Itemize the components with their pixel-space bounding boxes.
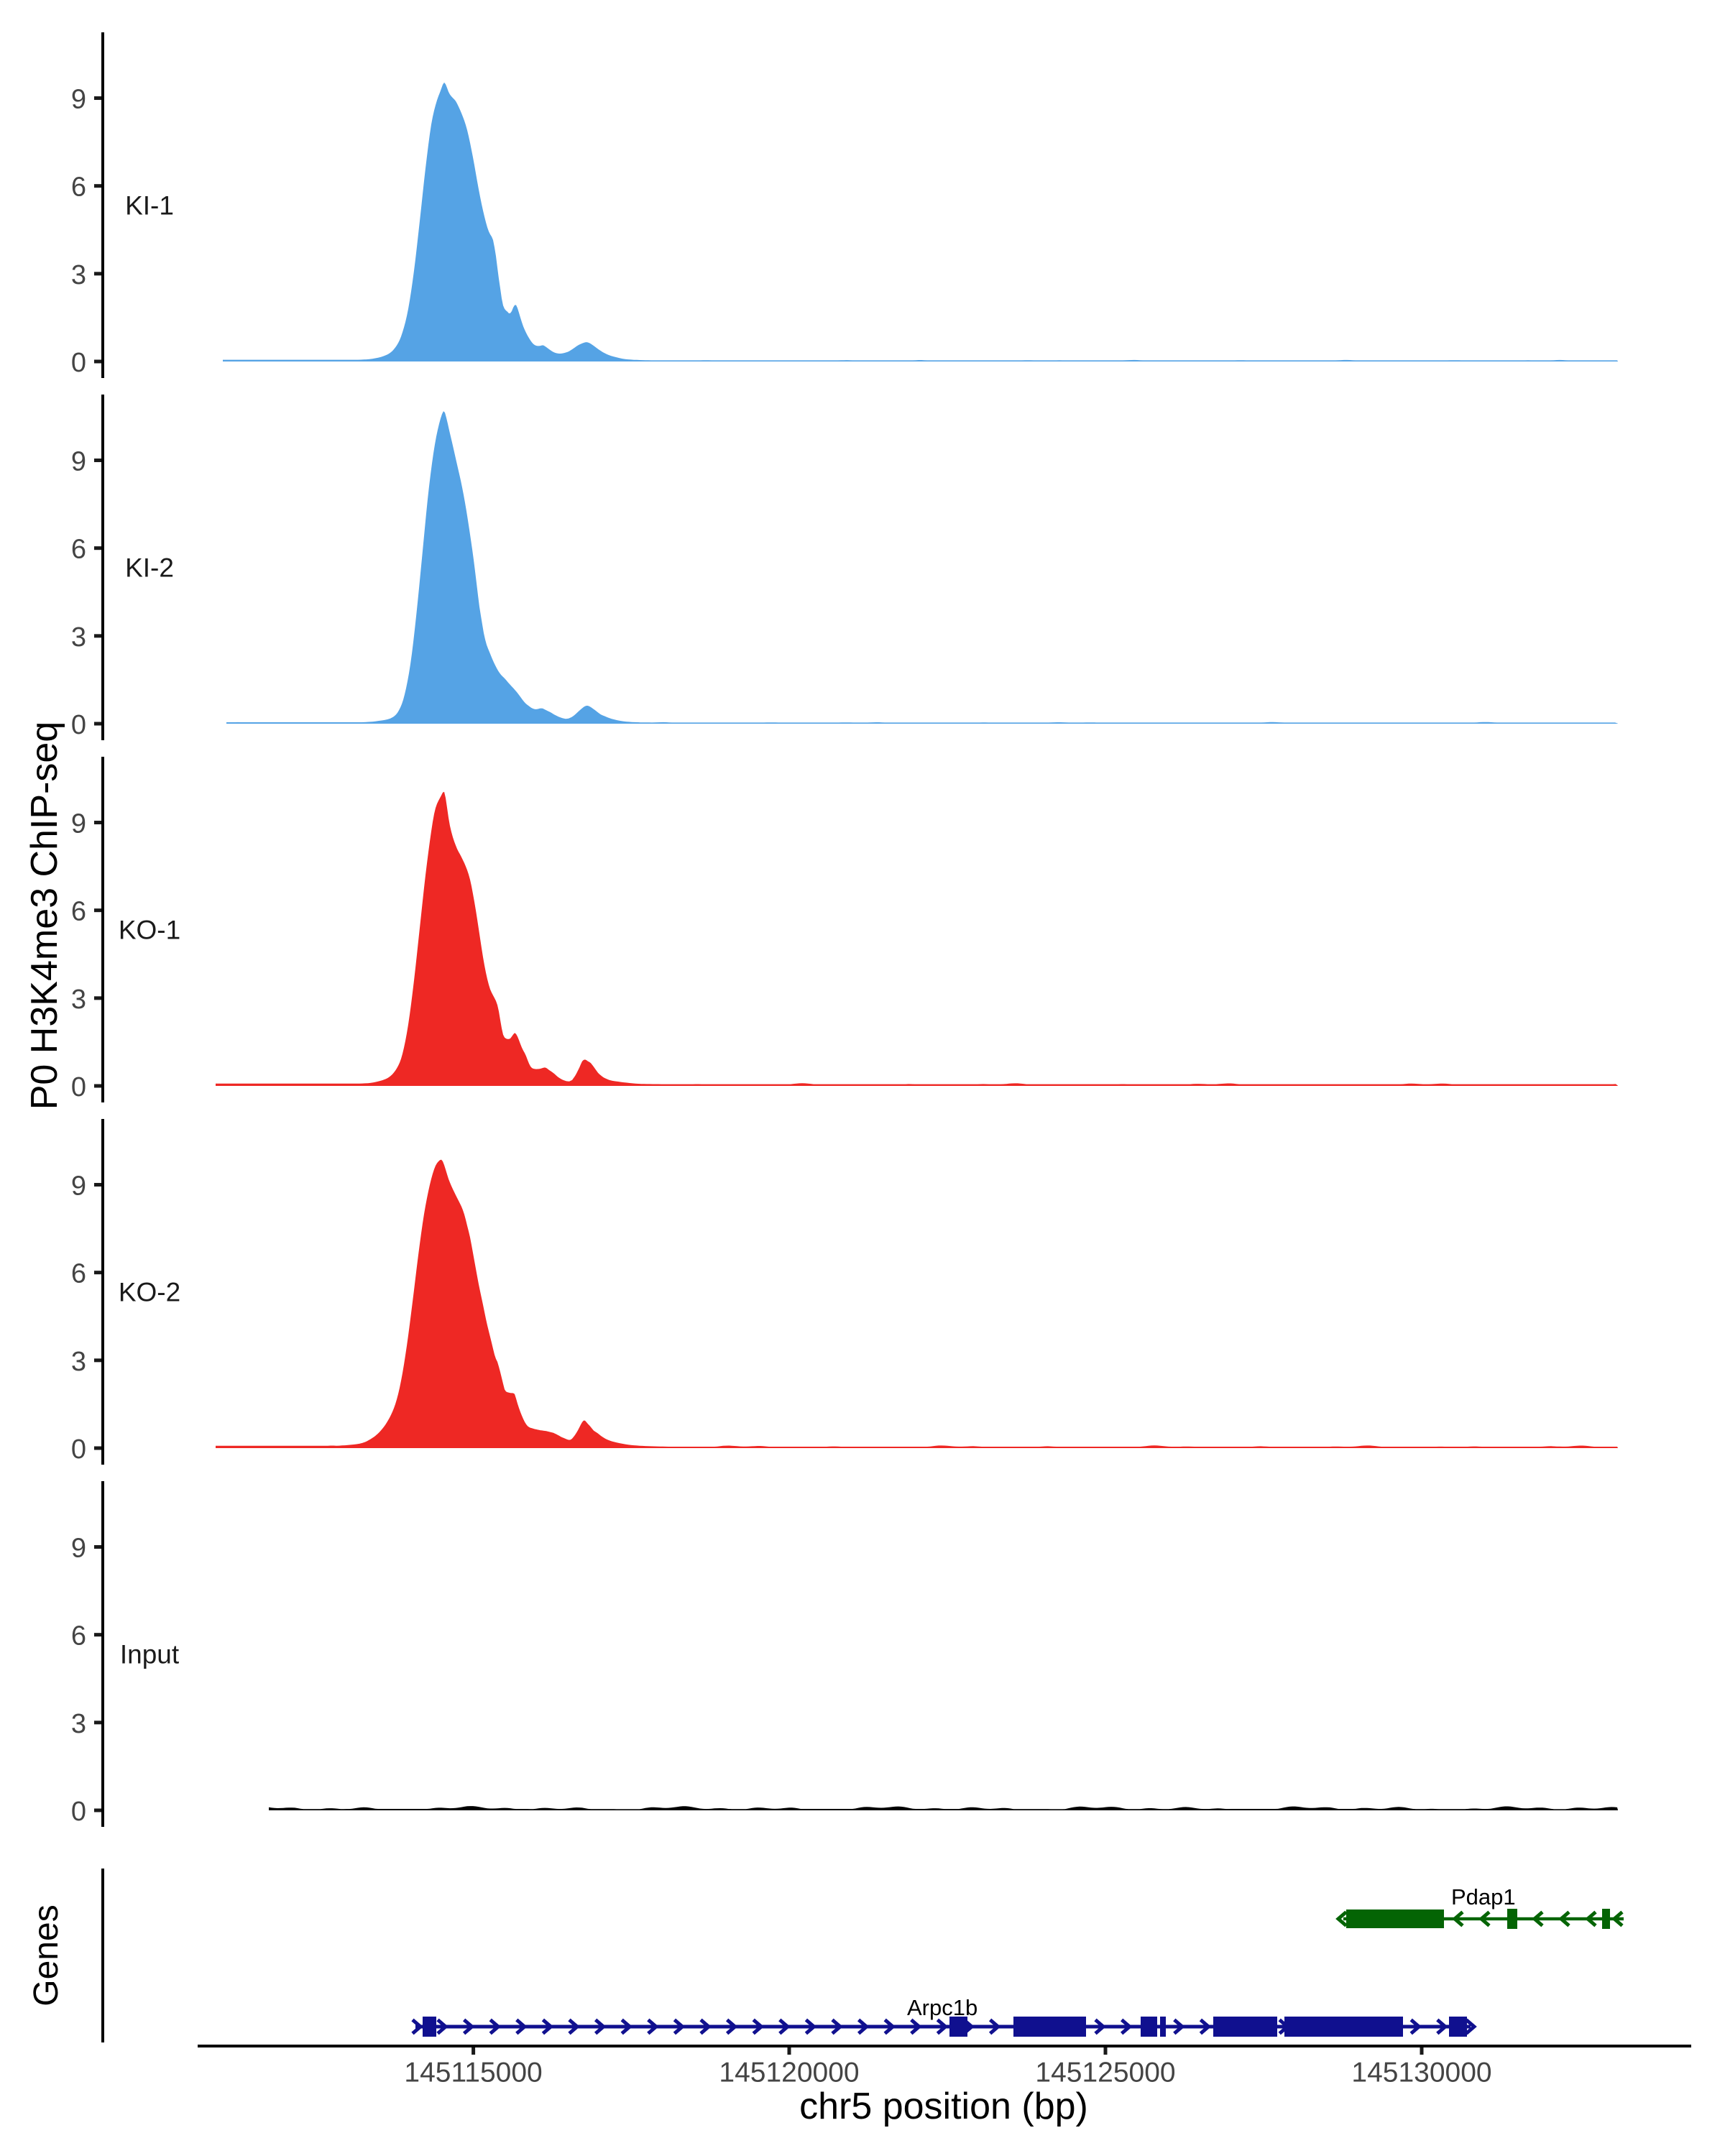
svg-text:KO-2: KO-2 [119, 1278, 180, 1307]
svg-text:0: 0 [71, 1434, 86, 1465]
svg-text:0: 0 [71, 348, 86, 378]
svg-text:KI-1: KI-1 [125, 191, 174, 221]
svg-text:Pdap1: Pdap1 [1451, 1884, 1516, 1909]
svg-text:Genes: Genes [27, 1904, 65, 2006]
svg-text:6: 6 [71, 1259, 86, 1289]
svg-text:9: 9 [71, 85, 86, 115]
svg-text:145115000: 145115000 [404, 2058, 542, 2088]
svg-text:6: 6 [71, 172, 86, 203]
svg-text:Arpc1b: Arpc1b [907, 1995, 978, 2020]
svg-text:3: 3 [71, 260, 86, 290]
svg-text:KO-1: KO-1 [119, 916, 180, 945]
svg-text:3: 3 [71, 1347, 86, 1377]
svg-text:9: 9 [71, 1171, 86, 1202]
svg-text:145130000: 145130000 [1351, 2058, 1491, 2088]
svg-text:chr5 position (bp): chr5 position (bp) [799, 2086, 1088, 2127]
svg-text:9: 9 [71, 809, 86, 839]
svg-text:KI-2: KI-2 [125, 553, 174, 583]
svg-text:0: 0 [71, 710, 86, 740]
svg-text:6: 6 [71, 1621, 86, 1651]
svg-text:Input: Input [120, 1640, 180, 1669]
svg-text:145125000: 145125000 [1035, 2058, 1175, 2088]
svg-text:9: 9 [71, 1534, 86, 1564]
svg-text:145120000: 145120000 [719, 2058, 859, 2088]
svg-text:P0 H3K4me3 ChIP-seq: P0 H3K4me3 ChIP-seq [24, 722, 65, 1110]
svg-text:3: 3 [71, 985, 86, 1015]
svg-text:6: 6 [71, 535, 86, 565]
svg-text:9: 9 [71, 447, 86, 477]
svg-text:6: 6 [71, 897, 86, 927]
svg-text:3: 3 [71, 622, 86, 653]
svg-text:0: 0 [71, 1072, 86, 1102]
svg-text:3: 3 [71, 1709, 86, 1739]
svg-text:0: 0 [71, 1797, 86, 1827]
